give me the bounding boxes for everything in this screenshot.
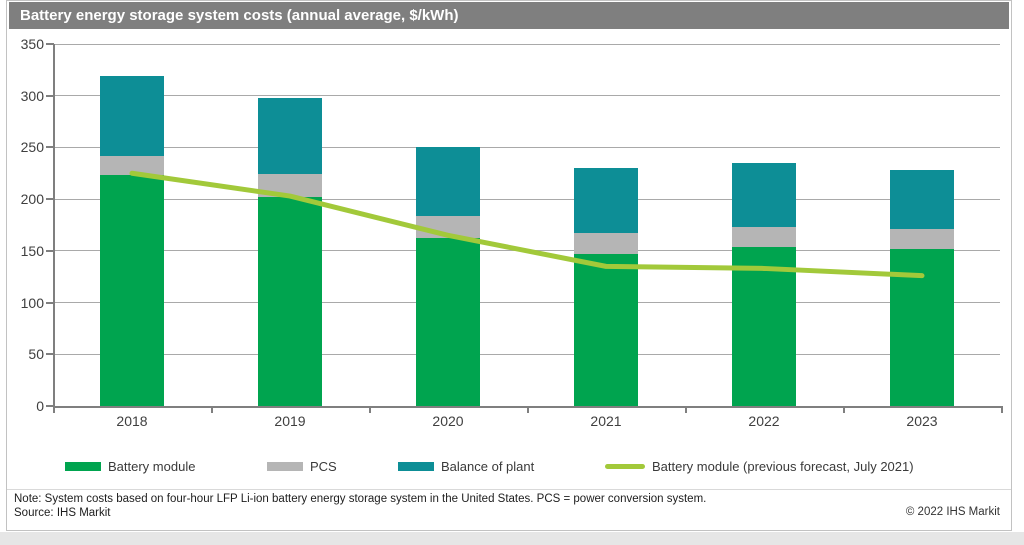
y-axis-tick xyxy=(46,198,54,201)
x-axis-tick xyxy=(1001,406,1003,413)
bar-segment-balance-of-plant xyxy=(890,170,954,230)
legend-item-pcs: PCS xyxy=(267,456,337,476)
bar-segment-pcs xyxy=(416,215,480,239)
bar-segment-pcs xyxy=(100,155,164,176)
legend-item-balance-of-plant: Balance of plant xyxy=(398,456,534,476)
footnote: Note: System costs based on four-hour LF… xyxy=(14,493,707,505)
bar-segment-balance-of-plant xyxy=(100,76,164,156)
x-tick-label: 2022 xyxy=(748,413,780,429)
source-label: Source: IHS Markit xyxy=(14,507,111,519)
gridline xyxy=(55,198,1000,200)
legend-label: Balance of plant xyxy=(441,458,535,474)
bar-segment-battery-module xyxy=(890,248,954,406)
battery-module-swatch-icon xyxy=(65,461,101,471)
bar-segment-battery-module xyxy=(416,238,480,406)
y-axis-tick xyxy=(46,301,54,304)
y-tick-label: 250 xyxy=(20,139,44,156)
footer-divider xyxy=(7,489,1011,490)
y-axis-tick xyxy=(46,249,54,252)
bar-segment-battery-module xyxy=(100,175,164,406)
legend-label: Battery module xyxy=(108,458,196,474)
y-axis-tick xyxy=(46,94,54,97)
page-bottom-strip xyxy=(0,532,1024,545)
bar-segment-pcs xyxy=(890,229,954,249)
legend: Battery module PCS Balance of plant Batt… xyxy=(55,456,1005,476)
x-axis-tick xyxy=(53,406,55,413)
x-axis-tick xyxy=(685,406,687,413)
bar-segment-balance-of-plant xyxy=(574,168,638,234)
y-axis-tick xyxy=(46,353,54,356)
y-tick-label: 100 xyxy=(20,294,44,311)
bar-segment-battery-module xyxy=(574,253,638,406)
y-tick-label: 300 xyxy=(20,87,44,104)
bar-segment-pcs xyxy=(574,233,638,254)
bar-segment-pcs xyxy=(258,174,322,198)
x-tick-label: 2023 xyxy=(906,413,938,429)
x-tick-label: 2020 xyxy=(432,413,464,429)
y-tick-label: 200 xyxy=(20,191,44,208)
y-axis-tick xyxy=(46,43,54,45)
legend-item-previous-forecast: Battery module (previous forecast, July … xyxy=(605,456,914,476)
bar-segment-battery-module xyxy=(258,197,322,406)
bar-segment-balance-of-plant xyxy=(416,147,480,216)
legend-label: PCS xyxy=(310,458,337,474)
pcs-swatch-icon xyxy=(267,461,303,471)
y-tick-label: 50 xyxy=(28,346,44,363)
y-tick-label: 150 xyxy=(20,242,44,259)
y-axis-tick xyxy=(46,405,54,407)
legend-item-battery-module: Battery module xyxy=(65,456,195,476)
copyright-label: © 2022 IHS Markit xyxy=(905,506,1000,518)
forecast-line-swatch-icon xyxy=(605,463,645,469)
gridline xyxy=(55,146,1000,148)
y-tick-label: 0 xyxy=(36,398,44,414)
x-axis-tick xyxy=(527,406,529,413)
x-axis-tick xyxy=(843,406,845,413)
y-axis-tick xyxy=(46,146,54,149)
y-tick-label: 350 xyxy=(20,36,44,52)
bar-segment-balance-of-plant xyxy=(732,162,796,228)
gridline xyxy=(55,302,1000,304)
balance-of-plant-swatch-icon xyxy=(398,461,434,471)
legend-label: Battery module (previous forecast, July … xyxy=(652,458,914,474)
gridline xyxy=(55,43,1000,45)
chart-title-bar: Battery energy storage system costs (ann… xyxy=(9,2,1009,29)
gridline xyxy=(55,250,1000,252)
bar-segment-pcs xyxy=(732,227,796,247)
x-axis-tick xyxy=(369,406,371,413)
bar-segment-balance-of-plant xyxy=(258,97,322,175)
gridline xyxy=(55,353,1000,355)
x-tick-label: 2019 xyxy=(274,413,306,429)
x-axis-tick xyxy=(211,406,213,413)
gridline xyxy=(55,95,1000,97)
bar-segment-battery-module xyxy=(732,246,796,406)
x-tick-label: 2021 xyxy=(590,413,622,429)
y-axis-line xyxy=(53,44,55,408)
x-tick-label: 2018 xyxy=(116,413,148,429)
chart-title: Battery energy storage system costs (ann… xyxy=(20,7,459,24)
